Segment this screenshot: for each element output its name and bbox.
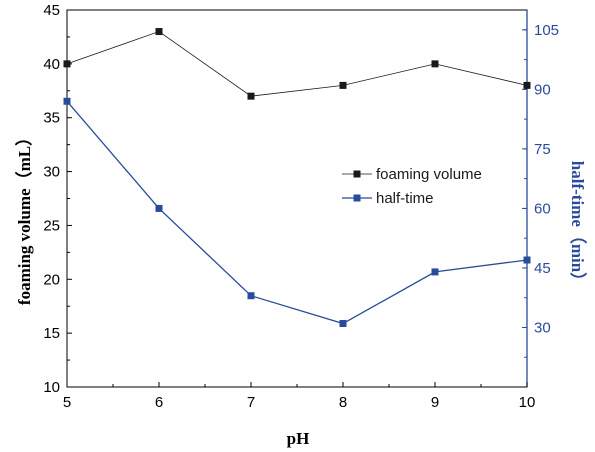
y-tick-label: 40	[43, 56, 60, 73]
legend-label-1: half-time	[376, 190, 434, 207]
series-1-point	[339, 320, 347, 328]
x-tick-label: 7	[247, 394, 255, 411]
series-1-point	[63, 97, 71, 105]
series-0-point	[63, 60, 71, 68]
y-tick-label: 20	[43, 271, 60, 288]
x-tick-label: 5	[63, 394, 71, 411]
series-layer	[63, 28, 531, 328]
series-0-point	[339, 81, 347, 89]
legend-marker-1	[353, 194, 361, 202]
x-axis-title: pH	[287, 429, 310, 448]
y2-tick-label: 30	[534, 319, 551, 336]
y2-tick-label: 60	[534, 200, 551, 217]
legend: foaming volume half-time	[342, 166, 482, 207]
y2-axis-title: half-time（min）	[568, 161, 588, 289]
y-tick-label: 25	[43, 217, 60, 234]
x-tick-label: 6	[155, 394, 163, 411]
y-tick-label: 10	[43, 379, 60, 396]
legend-label-0: foaming volume	[376, 166, 482, 183]
x-tick-label: 10	[519, 394, 536, 411]
plot-frame	[66, 9, 528, 388]
y-tick-label: 45	[43, 2, 60, 19]
legend-marker-0	[353, 170, 361, 178]
y-tick-label: 35	[43, 110, 60, 127]
series-0-point	[247, 92, 255, 100]
x-tick-label: 8	[339, 394, 347, 411]
y2-tick-label: 105	[534, 22, 559, 39]
series-1-point	[155, 204, 163, 212]
series-0-point	[523, 81, 531, 89]
y-tick-label: 15	[43, 325, 60, 342]
y-axis-title: foaming volume（mL）	[14, 129, 34, 305]
y2-tick-label: 45	[534, 260, 551, 277]
series-line-0	[66, 31, 528, 97]
y2-tick-label: 90	[534, 81, 551, 98]
series-1-point	[247, 292, 255, 300]
series-0-point	[431, 60, 439, 68]
y2-tick-label: 75	[534, 141, 551, 158]
series-1-point	[523, 256, 531, 264]
series-line-1	[66, 100, 528, 325]
x-tick-label: 9	[431, 394, 439, 411]
y-tick-label: 30	[43, 164, 60, 181]
axes: 5 6 7 8 9 10 10 15 20 25 30 35 40 45 30 45 60 75 90 105	[43, 2, 559, 411]
series-0-point	[155, 28, 163, 36]
series-1-point	[431, 268, 439, 276]
